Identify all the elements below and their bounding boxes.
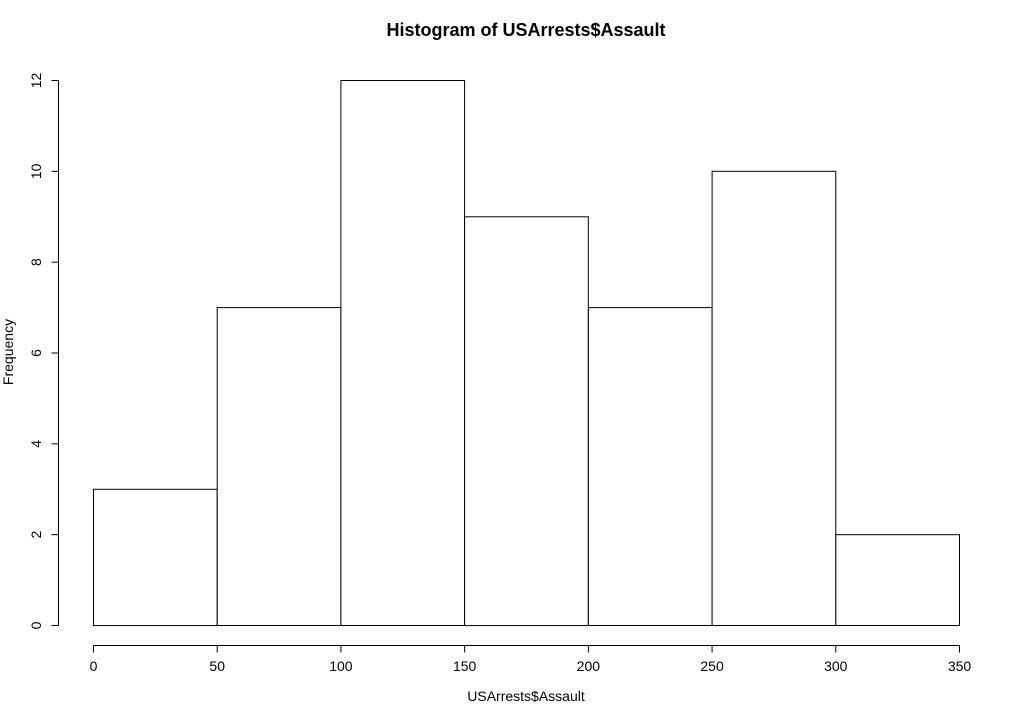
- x-tick-label: 150: [453, 658, 477, 674]
- histogram-bar: [464, 216, 589, 627]
- x-tick-label: 200: [577, 658, 601, 674]
- x-tick-label: 100: [329, 658, 353, 674]
- histogram-bar: [216, 307, 342, 626]
- chart-title: Histogram of USArrests$Assault: [386, 20, 665, 40]
- y-tick-label: 10: [28, 163, 44, 179]
- x-tick-label: 0: [90, 658, 98, 674]
- histogram-bar: [93, 488, 218, 627]
- bars-group: [93, 80, 960, 627]
- y-tick-label: 8: [28, 258, 44, 266]
- histogram-bar: [340, 80, 466, 626]
- x-axis: 0 50 100 150 200 250 300 350: [90, 645, 972, 674]
- x-tick-label: 250: [700, 658, 724, 674]
- histogram-bar: [587, 307, 713, 626]
- y-tick-label: 4: [28, 440, 44, 448]
- y-tick-label: 6: [28, 349, 44, 357]
- histogram-bar: [711, 170, 837, 627]
- y-tick-label: 2: [28, 531, 44, 539]
- y-tick-label: 12: [28, 73, 44, 89]
- y-tick-label: 0: [28, 621, 44, 629]
- x-tick-label: 300: [824, 658, 848, 674]
- x-tick-label: 50: [209, 658, 225, 674]
- y-axis: 0 2 4 6 8 10 12: [28, 73, 59, 629]
- x-tick-label: 350: [948, 658, 972, 674]
- histogram-bar: [835, 534, 960, 627]
- y-axis-label: Frequency: [0, 319, 16, 385]
- x-axis-label: USArrests$Assault: [467, 688, 585, 704]
